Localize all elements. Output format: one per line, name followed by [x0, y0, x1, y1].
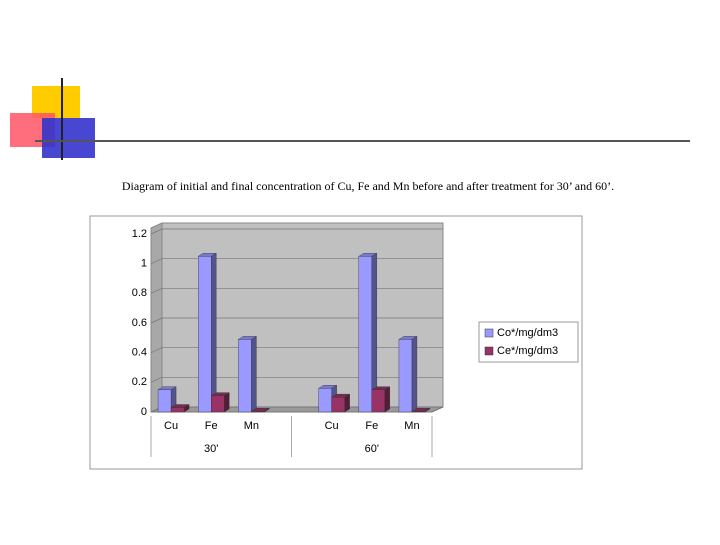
bar [371, 386, 391, 413]
y-tick-label: 1 [141, 258, 147, 270]
y-tick-label: 0.6 [132, 317, 147, 329]
bar [250, 407, 271, 413]
bar [170, 404, 190, 413]
legend-swatch [484, 328, 494, 338]
grid-line [150, 287, 443, 294]
bar-face [251, 411, 265, 413]
bar-face [211, 252, 217, 413]
chart-title: Diagram of initial and final concentrati… [122, 179, 614, 193]
legend-label: Co*/mg/dm3 [497, 327, 558, 339]
x-tick-label: Fe [205, 420, 218, 432]
bar [358, 252, 378, 413]
bar-face [371, 389, 385, 413]
grid-line [150, 228, 443, 235]
grid-line [150, 258, 443, 264]
legend-label: Ce*/mg/dm3 [497, 345, 558, 357]
side-wall [150, 222, 163, 413]
bar-face [358, 256, 372, 413]
bar-face [384, 386, 390, 413]
bar-face [318, 388, 332, 413]
y-tick-label: 0.8 [132, 287, 147, 299]
y-tick-label: 1.2 [132, 228, 147, 240]
y-tick-label: 0 [141, 406, 147, 418]
bar-face [211, 395, 225, 413]
x-tick-label: Cu [164, 420, 178, 432]
bar [210, 392, 230, 413]
y-tick-label: 0.2 [132, 376, 147, 388]
deco-square [42, 118, 95, 158]
bar-face [331, 396, 345, 413]
bar [330, 393, 351, 413]
bar-face [251, 335, 257, 413]
x-tick-label: Mn [404, 420, 419, 432]
bar-face [398, 339, 413, 413]
bar-face [411, 335, 418, 413]
grid-line [150, 376, 443, 383]
bar-face [411, 411, 426, 413]
bar [237, 335, 258, 413]
group-label: 30' [204, 443, 218, 455]
bar-face [170, 407, 185, 413]
deco-square [32, 86, 80, 118]
x-tick-label: Cu [325, 420, 339, 432]
x-tick-label: Fe [365, 420, 378, 432]
bar-face [198, 256, 212, 413]
legend-box [478, 321, 579, 363]
x-tick-label: Mn [244, 420, 259, 432]
group-label: 60' [365, 443, 379, 455]
bar-face [157, 389, 172, 413]
bar [398, 335, 418, 413]
bar-face [224, 392, 230, 413]
legend-swatch [484, 346, 494, 356]
bar [197, 252, 217, 413]
grid-line [150, 317, 443, 324]
bar-face [238, 339, 252, 413]
y-tick-label: 0.4 [132, 347, 147, 359]
bar [411, 407, 431, 413]
grid-line [150, 347, 443, 353]
